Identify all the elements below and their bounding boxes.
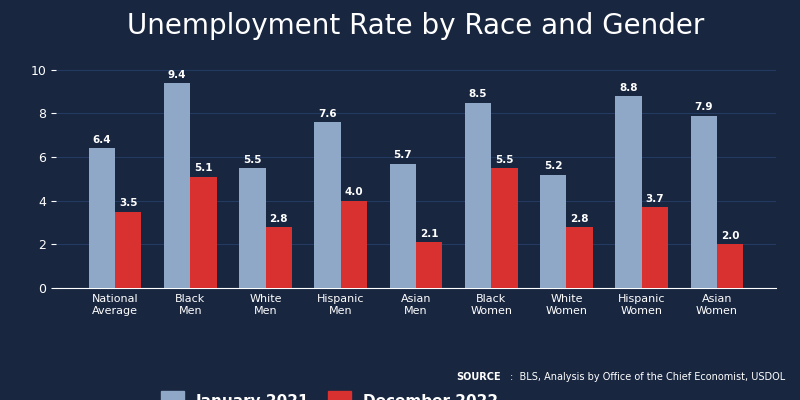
Bar [341,201,367,288]
Text: 2.8: 2.8 [570,214,589,224]
Bar [390,164,416,288]
Text: 7.9: 7.9 [694,102,713,112]
Bar [491,168,518,288]
Bar [164,83,190,288]
Text: 4.0: 4.0 [345,188,363,198]
Bar [266,227,292,288]
Text: 5.1: 5.1 [194,164,213,174]
Text: 6.4: 6.4 [93,135,111,145]
Text: 5.7: 5.7 [394,150,412,160]
Text: 7.6: 7.6 [318,109,337,119]
Bar [465,102,491,288]
Bar [615,96,642,288]
Bar [115,212,142,288]
Title: Unemployment Rate by Race and Gender: Unemployment Rate by Race and Gender [127,12,705,40]
Bar [314,122,341,288]
Bar [416,242,442,288]
Bar [540,174,566,288]
Bar [690,116,717,288]
Text: 5.5: 5.5 [495,155,514,165]
Text: 2.1: 2.1 [420,229,438,239]
Bar [239,168,266,288]
Bar [717,244,743,288]
Text: 2.8: 2.8 [270,214,288,224]
Text: 3.7: 3.7 [646,194,664,204]
Bar [190,177,217,288]
Text: 8.8: 8.8 [619,83,638,93]
Bar [89,148,115,288]
Text: 3.5: 3.5 [119,198,138,208]
Text: SOURCE: SOURCE [456,372,501,382]
Text: 2.0: 2.0 [721,231,739,241]
Bar [642,207,668,288]
Legend: January 2021, December 2022: January 2021, December 2022 [156,387,503,400]
Text: 5.5: 5.5 [243,155,262,165]
Text: 9.4: 9.4 [168,70,186,80]
Text: 8.5: 8.5 [469,89,487,99]
Bar [566,227,593,288]
Text: :  BLS, Analysis by Office of the Chief Economist, USDOL: : BLS, Analysis by Office of the Chief E… [510,372,786,382]
Text: 5.2: 5.2 [544,161,562,171]
